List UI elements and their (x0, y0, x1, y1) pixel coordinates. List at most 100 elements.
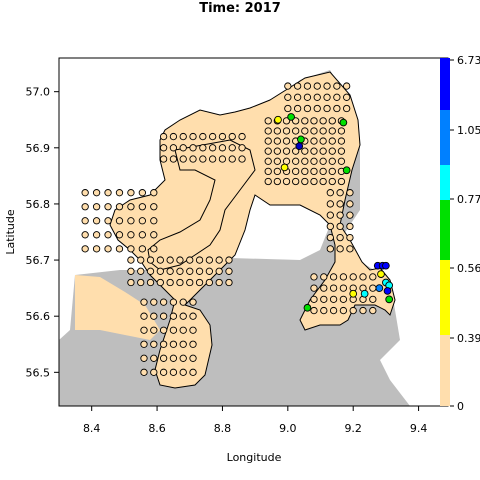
station-marker (127, 217, 135, 225)
station-marker (189, 132, 197, 141)
station-marker (264, 117, 272, 125)
station-marker (336, 211, 344, 219)
station-marker (189, 155, 197, 163)
station-marker (359, 306, 367, 315)
station-marker (303, 82, 312, 90)
station-marker (159, 132, 168, 141)
station-marker (189, 144, 197, 152)
station-marker (169, 155, 178, 163)
x-tick-label: 9.0 (279, 422, 297, 435)
x-tick-label: 8.6 (148, 422, 166, 435)
station-marker (326, 200, 334, 208)
station-marker (303, 93, 312, 101)
station-marker (273, 137, 282, 145)
station-marker-highlighted (297, 135, 305, 144)
station-marker-highlighted (360, 289, 369, 298)
y-tick-label: 56.5 (26, 366, 51, 379)
station-marker (346, 189, 354, 197)
station-marker (333, 93, 341, 101)
station-marker (179, 340, 187, 348)
station-marker (320, 295, 328, 304)
station-marker (301, 117, 309, 125)
station-marker (199, 144, 207, 152)
station-marker (150, 203, 158, 211)
station-marker (138, 217, 147, 225)
station-marker (284, 104, 292, 113)
station-marker (333, 82, 341, 90)
station-marker (115, 189, 124, 197)
station-marker (140, 368, 148, 376)
station-marker (179, 155, 187, 163)
station-marker (159, 144, 168, 152)
station-marker (337, 137, 346, 145)
station-marker (138, 189, 147, 197)
station-marker (336, 189, 344, 197)
station-marker (346, 245, 354, 253)
station-marker (189, 326, 197, 334)
station-marker (115, 231, 124, 239)
station-marker (156, 256, 164, 264)
station-marker (81, 203, 89, 211)
station-marker (127, 267, 135, 275)
station-marker (238, 132, 246, 141)
station-marker (186, 278, 194, 287)
station-marker (189, 340, 197, 348)
station-marker-highlighted (274, 115, 282, 124)
station-marker (292, 157, 300, 165)
station-marker (195, 267, 204, 275)
station-marker (273, 177, 282, 186)
station-marker (328, 167, 336, 176)
station-marker (127, 231, 135, 239)
colorbar-tick-label: 6.73 (457, 54, 480, 67)
station-marker (179, 144, 187, 152)
station-marker (310, 284, 318, 292)
station-marker (150, 354, 158, 362)
station-marker (319, 157, 327, 165)
station-marker (264, 137, 272, 145)
station-marker (346, 211, 354, 219)
station-marker (301, 157, 309, 165)
station-marker (150, 312, 158, 320)
station-marker (337, 157, 346, 165)
station-marker (92, 203, 101, 211)
station-marker (310, 167, 318, 176)
station-marker (208, 132, 217, 141)
station-marker (310, 306, 318, 315)
station-marker (208, 155, 217, 163)
station-marker (225, 267, 233, 275)
station-marker (169, 340, 178, 348)
station-marker-highlighted (383, 287, 392, 295)
station-marker (159, 155, 168, 163)
station-marker-highlighted (385, 295, 394, 304)
station-marker (343, 82, 351, 90)
station-marker (273, 147, 282, 155)
station-marker (150, 245, 158, 253)
station-marker (264, 167, 272, 176)
station-marker (313, 104, 321, 113)
station-marker (137, 256, 145, 264)
station-marker (104, 231, 112, 239)
station-marker (282, 157, 291, 165)
station-marker (293, 82, 302, 90)
station-marker (292, 177, 300, 186)
colorbar-tick-label: 0.39 (457, 332, 480, 345)
station-marker (320, 273, 328, 281)
colorbar (440, 58, 450, 406)
station-marker (337, 127, 346, 135)
station-marker (284, 93, 292, 101)
y-axis: 57.0 56.9 56.8 56.7 56.6 56.5 (26, 86, 59, 379)
station-marker (225, 256, 233, 264)
station-marker (140, 312, 148, 320)
station-marker (264, 157, 272, 165)
station-marker (349, 306, 357, 315)
station-marker (333, 104, 341, 113)
station-marker (218, 155, 227, 163)
station-marker (320, 284, 328, 292)
station-marker (319, 147, 327, 155)
station-marker (310, 147, 318, 155)
colorbar-seg-5 (440, 58, 450, 110)
x-axis-label: Longitude (227, 451, 282, 464)
station-marker (159, 298, 168, 306)
station-marker (195, 278, 204, 287)
